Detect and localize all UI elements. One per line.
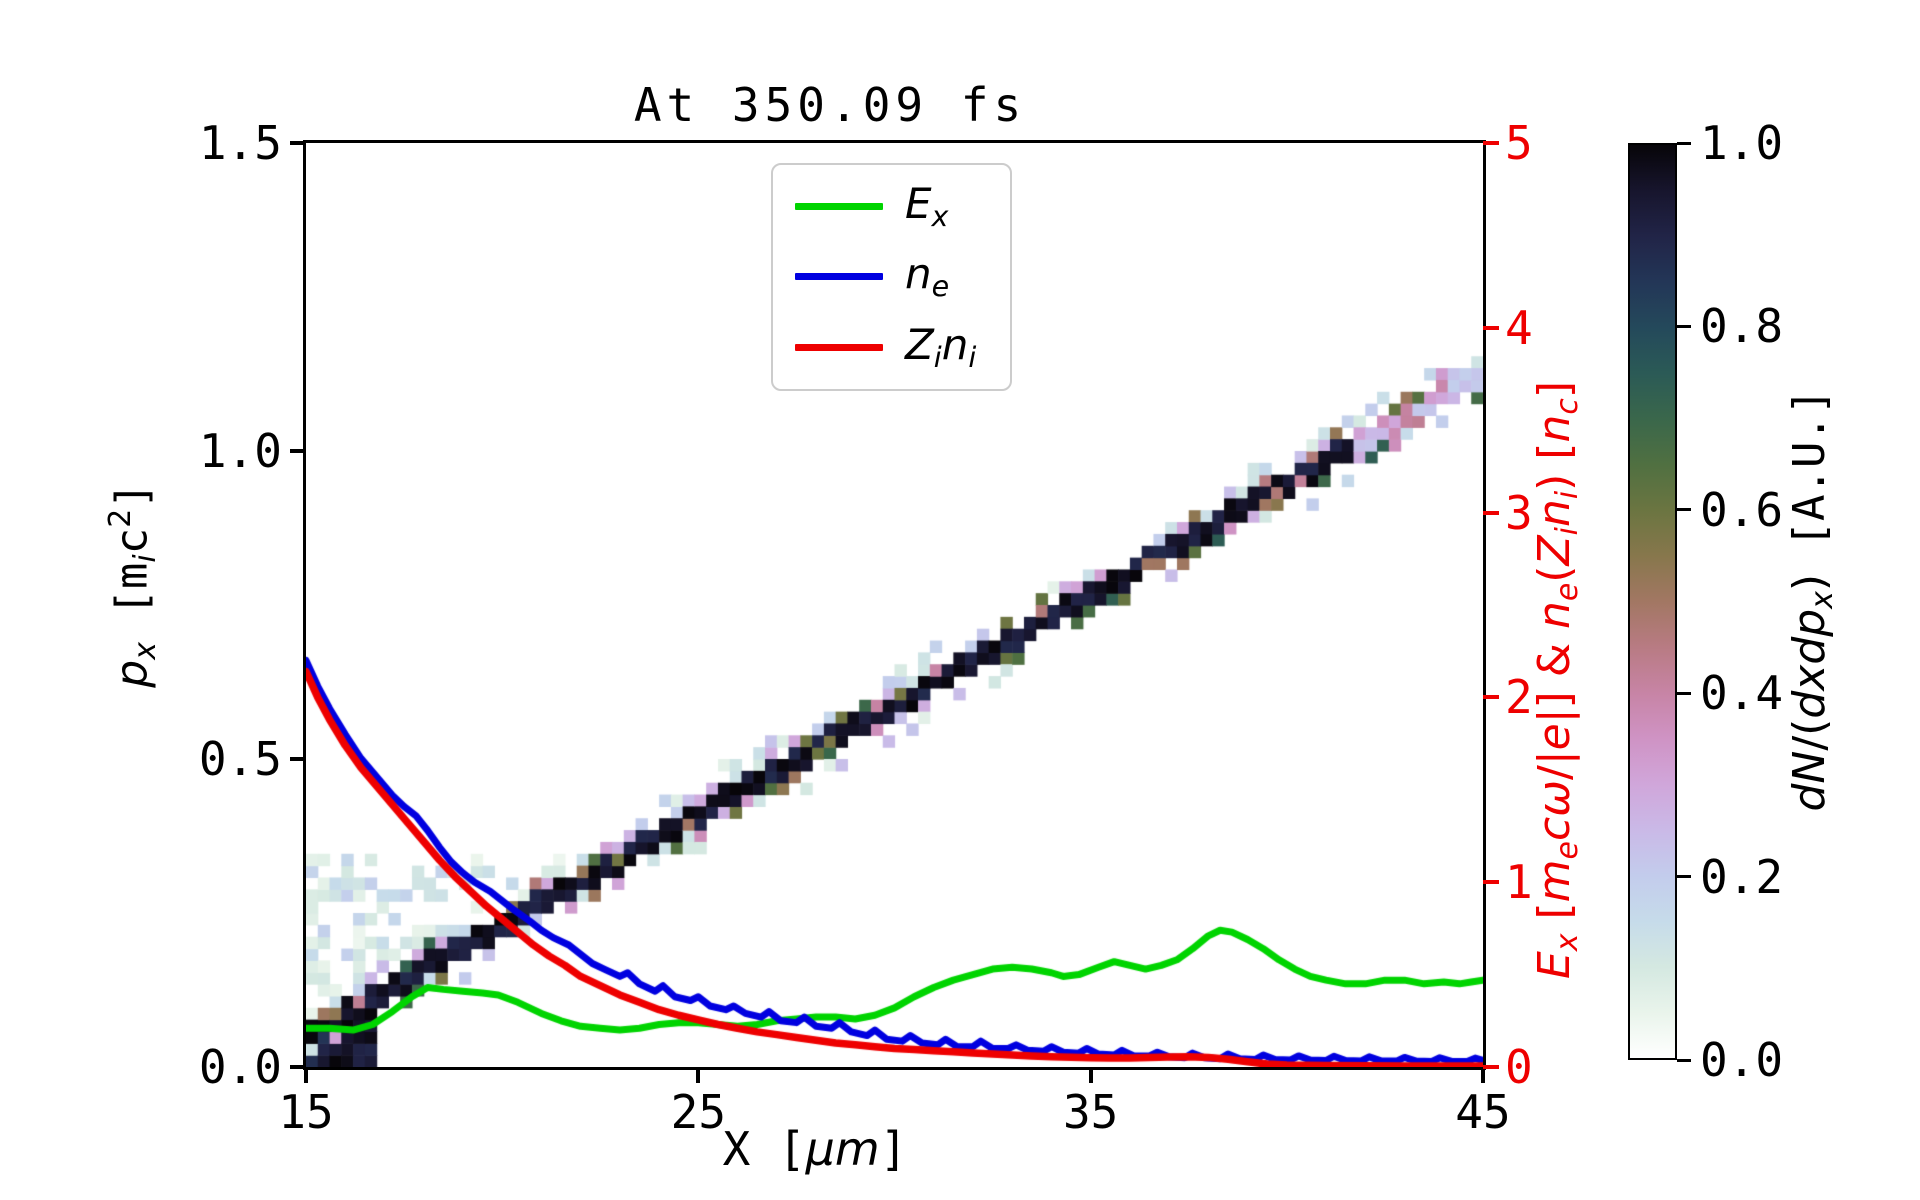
colorbar-tick-label: 0.8 bbox=[1700, 299, 1784, 354]
colorbar-tick bbox=[1677, 875, 1691, 879]
x-axis-label: X [μm] bbox=[722, 1122, 908, 1176]
legend-label-ne: ne bbox=[905, 249, 950, 304]
y-right-tick-label: 1 bbox=[1505, 855, 1533, 910]
legend: Ex ne Zini bbox=[771, 163, 1012, 391]
colorbar-tick-label: 0.0 bbox=[1700, 1033, 1784, 1087]
colorbar bbox=[1628, 143, 1677, 1060]
y-left-tick bbox=[290, 1065, 306, 1069]
legend-line-ne bbox=[795, 273, 883, 281]
y-left-tick-label: 1.0 bbox=[198, 424, 282, 478]
x-tick-label: 25 bbox=[670, 1085, 727, 1139]
y-right-tick bbox=[1483, 1065, 1499, 1069]
y-left-tick bbox=[290, 757, 306, 761]
y-right-tick-label: 4 bbox=[1505, 300, 1533, 355]
colorbar-tick bbox=[1677, 141, 1691, 145]
y-right-tick-label: 2 bbox=[1505, 670, 1533, 725]
legend-line-zini bbox=[795, 344, 883, 352]
y-right-tick bbox=[1483, 695, 1499, 700]
y-right-tick bbox=[1483, 325, 1499, 330]
x-tick-label: 45 bbox=[1455, 1085, 1511, 1139]
x-tick bbox=[1088, 1067, 1093, 1083]
y-axis-right-label: Ex [mecω/|e|] & ne(Zini) [nc] bbox=[1528, 381, 1586, 979]
y-right-tick-label: 5 bbox=[1505, 116, 1533, 170]
x-tick-label: 15 bbox=[278, 1085, 334, 1139]
colorbar-label: dN/(dxdpx) [A.U.] bbox=[1783, 388, 1841, 812]
x-tick bbox=[304, 1067, 308, 1083]
y-left-tick bbox=[290, 141, 306, 145]
colorbar-tick bbox=[1677, 691, 1691, 695]
y-left-tick-label: 0.5 bbox=[198, 732, 282, 786]
y-left-tick-label: 0.0 bbox=[198, 1040, 282, 1094]
colorbar-tick-label: 0.2 bbox=[1700, 849, 1784, 904]
x-tick bbox=[696, 1067, 701, 1083]
y-right-tick-label: 3 bbox=[1505, 485, 1533, 540]
legend-item-zini: Zini bbox=[773, 319, 1010, 374]
legend-item-ex: Ex bbox=[773, 178, 1010, 233]
colorbar-tick-label: 0.4 bbox=[1700, 666, 1784, 721]
colorbar-tick bbox=[1677, 1058, 1691, 1062]
colorbar-tick-label: 0.6 bbox=[1700, 482, 1784, 537]
y-right-tick bbox=[1483, 510, 1499, 515]
y-right-tick bbox=[1483, 880, 1499, 885]
legend-label-ex: Ex bbox=[905, 178, 949, 233]
legend-line-ex bbox=[795, 202, 883, 210]
legend-item-ne: ne bbox=[773, 253, 1010, 301]
colorbar-tick-label: 1.0 bbox=[1700, 116, 1784, 170]
legend-label-zini: Zini bbox=[905, 319, 977, 374]
x-tick-label: 35 bbox=[1062, 1085, 1119, 1139]
chart-title: At 350.09 fs bbox=[633, 78, 1027, 132]
colorbar-tick bbox=[1677, 508, 1691, 512]
y-left-tick bbox=[290, 449, 306, 453]
y-right-tick-label: 0 bbox=[1505, 1040, 1533, 1094]
y-axis-left-label: px [mic2] bbox=[103, 482, 163, 688]
y-right-tick bbox=[1483, 141, 1499, 145]
colorbar-tick bbox=[1677, 324, 1691, 328]
x-tick bbox=[1481, 1067, 1485, 1083]
y-left-tick-label: 1.5 bbox=[198, 116, 282, 170]
